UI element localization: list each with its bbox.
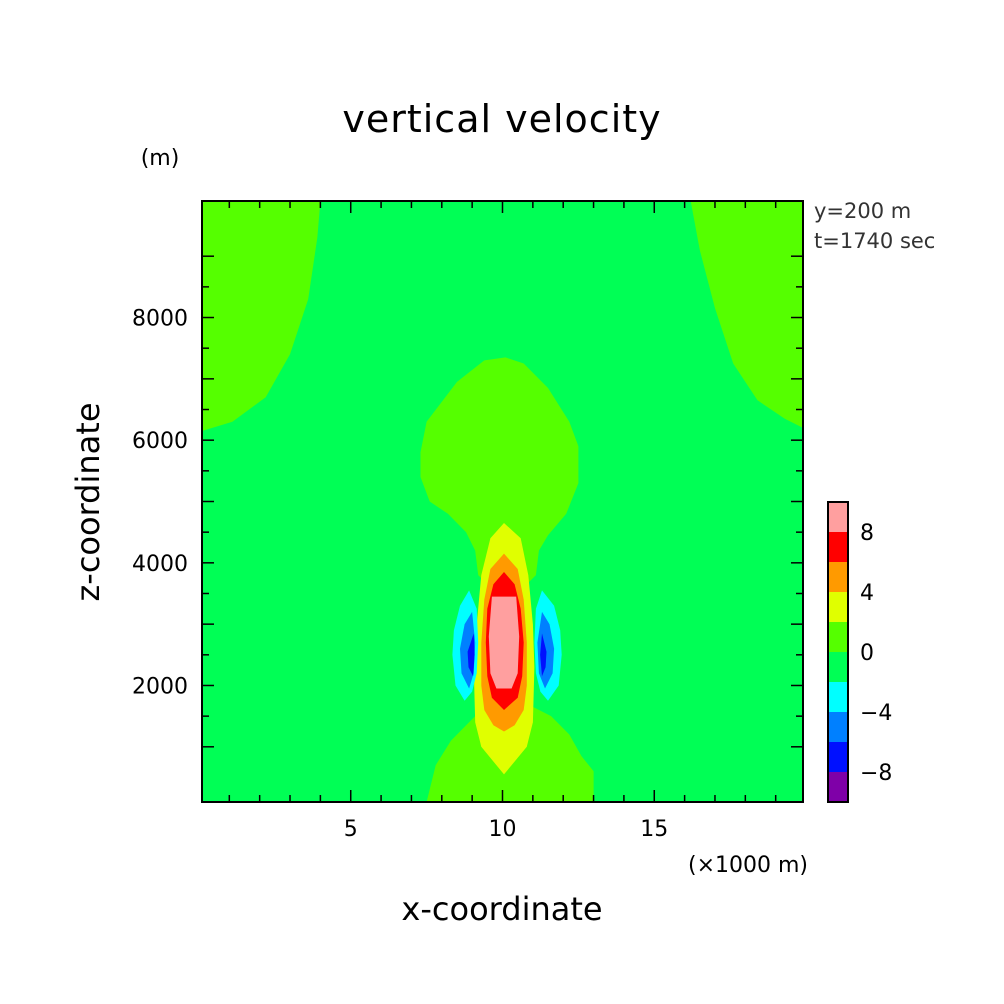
contour-region-7 bbox=[488, 596, 520, 689]
colorbar-swatch bbox=[828, 742, 848, 772]
axis-ticks bbox=[202, 201, 803, 802]
annotation-t: t=1740 sec bbox=[814, 229, 935, 253]
x-tick-labels: 5 10 15 bbox=[344, 817, 669, 842]
colorbar-swatch bbox=[828, 532, 848, 562]
contour-region-2 bbox=[420, 357, 579, 594]
y-tick-label: 2000 bbox=[132, 674, 188, 699]
chart-title: vertical velocity bbox=[342, 97, 661, 141]
x-unit-label: (×1000 m) bbox=[688, 853, 808, 878]
y-tick-label: 4000 bbox=[132, 552, 188, 577]
colorbar-swatch bbox=[828, 652, 848, 682]
colorbar-swatch bbox=[828, 592, 848, 622]
contour-region-0 bbox=[202, 201, 321, 431]
contour-region-10 bbox=[467, 633, 475, 677]
colorbar-label: 8 bbox=[860, 521, 874, 546]
colorbar-swatch bbox=[828, 712, 848, 742]
x-tick-label: 5 bbox=[344, 817, 358, 842]
colorbar-swatch bbox=[828, 772, 848, 802]
contour-regions bbox=[202, 201, 803, 802]
colorbar-label: 4 bbox=[860, 581, 874, 606]
y-tick-label: 6000 bbox=[132, 429, 188, 454]
annotation-y: y=200 m bbox=[814, 199, 911, 223]
y-unit-label: (m) bbox=[141, 146, 180, 171]
colorbar-label: −8 bbox=[860, 761, 892, 786]
colorbar-label: −4 bbox=[860, 701, 892, 726]
colorbar bbox=[827, 501, 849, 803]
colorbar-swatch bbox=[828, 502, 848, 532]
y-tick-labels: 2000 4000 6000 8000 bbox=[132, 307, 188, 700]
colorbar-swatch bbox=[828, 682, 848, 712]
plot-frame bbox=[201, 200, 804, 803]
colorbar-frame bbox=[827, 501, 849, 803]
plot-area bbox=[201, 200, 804, 803]
x-tick-label: 10 bbox=[489, 817, 517, 842]
x-axis-label: x-coordinate bbox=[401, 890, 602, 928]
colorbar-labels: −8 −4 0 4 8 bbox=[860, 521, 892, 786]
colorbar-swatch bbox=[828, 622, 848, 652]
colorbar-label: 0 bbox=[860, 641, 874, 666]
contour-region-1 bbox=[690, 201, 803, 428]
y-tick-label: 8000 bbox=[132, 307, 188, 332]
y-axis-label: z-coordinate bbox=[69, 402, 107, 601]
contour-region-13 bbox=[540, 633, 547, 677]
colorbar-swatch bbox=[828, 562, 848, 592]
x-tick-label: 15 bbox=[640, 817, 668, 842]
